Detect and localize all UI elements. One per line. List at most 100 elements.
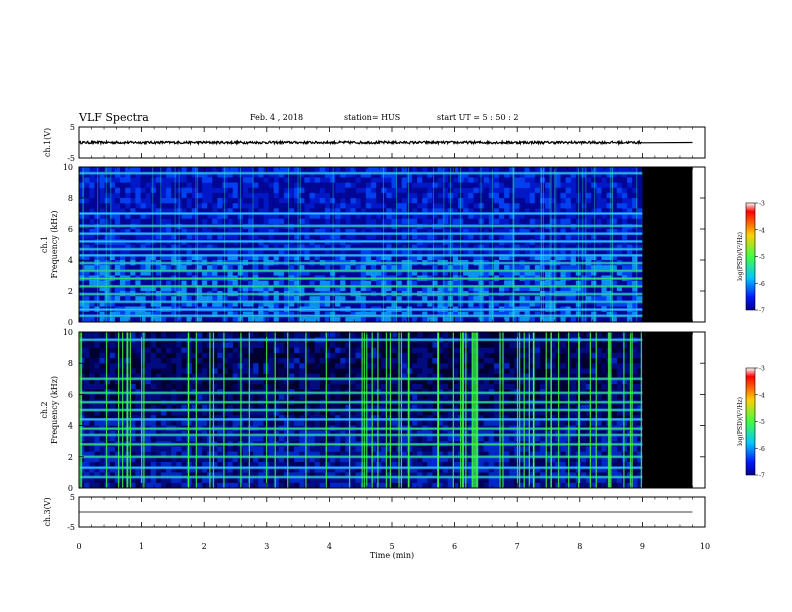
noise-cell	[417, 420, 423, 426]
noise-cell	[278, 378, 285, 385]
noise-cell	[171, 332, 177, 338]
noise-cell	[319, 198, 326, 204]
noise-cell	[539, 177, 546, 183]
noise-cell	[283, 477, 290, 484]
noise-cell	[478, 430, 484, 437]
noise-cell	[176, 430, 182, 437]
noise-cell	[217, 430, 223, 437]
noise-cell	[145, 270, 152, 276]
noise-cell	[294, 368, 300, 374]
noise-cell	[299, 436, 305, 442]
noise-cell	[370, 378, 377, 385]
noise-cell	[483, 436, 490, 442]
noise-cell	[488, 358, 495, 364]
noise-cell	[125, 234, 131, 240]
noise-cell	[109, 363, 116, 369]
noise-cell	[104, 270, 111, 276]
noise-cell	[437, 296, 443, 302]
noise-cell	[432, 192, 438, 199]
noise-cell	[432, 296, 438, 302]
noise-cell	[248, 301, 254, 307]
noise-cell	[386, 285, 392, 292]
noise-cell	[447, 254, 454, 261]
noise-cell	[504, 254, 510, 261]
noise-cell	[104, 172, 111, 178]
noise-cell	[299, 213, 305, 219]
noise-cell	[273, 198, 280, 204]
noise-cell	[555, 265, 561, 271]
noise-cell	[519, 270, 525, 276]
noise-cell	[171, 342, 177, 348]
noise-cell	[212, 404, 218, 411]
noise-cell	[212, 472, 218, 478]
noise-cell	[145, 410, 152, 416]
noise-cell	[442, 456, 449, 463]
noise-cell	[365, 477, 372, 484]
noise-cell	[360, 177, 367, 183]
noise-cell	[452, 198, 459, 204]
noise-cell	[278, 187, 285, 194]
noise-cell	[283, 415, 290, 421]
date-label: Feb. 4 , 2018	[250, 113, 304, 122]
noise-cell	[150, 296, 157, 302]
noise-cell	[217, 249, 223, 256]
noise-cell	[84, 347, 90, 354]
noise-cell	[135, 332, 141, 338]
noise-cell	[319, 167, 326, 173]
noise-cell	[447, 301, 454, 307]
noise-cell	[99, 203, 105, 209]
noise-cell	[376, 482, 382, 489]
noise-cell	[150, 198, 157, 204]
noise-cell	[550, 301, 556, 307]
noise-cell	[253, 285, 259, 292]
noise-cell	[329, 316, 336, 323]
noise-cell	[99, 229, 105, 235]
noise-cell	[381, 244, 387, 250]
noise-cell	[314, 249, 321, 256]
noise-cell	[248, 410, 254, 416]
noise-cell	[114, 482, 121, 489]
noise-cell	[350, 270, 356, 276]
noise-cell	[294, 467, 300, 473]
noise-cell	[478, 415, 484, 421]
noise-cell	[299, 192, 305, 199]
noise-cell	[227, 187, 233, 194]
noise-cell	[391, 316, 397, 323]
noise-cell	[411, 384, 418, 390]
noise-cell	[417, 462, 423, 468]
noise-cell	[458, 301, 464, 307]
noise-cell	[309, 254, 315, 261]
noise-cell	[166, 451, 172, 458]
noise-cell	[381, 285, 387, 292]
noise-cell	[355, 270, 361, 276]
noise-cell	[166, 472, 172, 478]
noise-cell	[89, 384, 95, 390]
noise-cell	[278, 167, 285, 173]
noise-cell	[411, 482, 418, 489]
noise-cell	[437, 208, 443, 214]
noise-cell	[125, 270, 131, 276]
noise-cell	[314, 404, 321, 411]
noise-cell	[442, 363, 449, 369]
noise-cell	[355, 172, 361, 178]
noise-cell	[422, 285, 428, 292]
noise-cell	[222, 477, 228, 484]
noise-cell	[125, 265, 131, 271]
noise-cell	[114, 187, 121, 194]
noise-cell	[340, 472, 346, 478]
noise-cell	[232, 203, 239, 209]
noise-cell	[263, 249, 269, 256]
noise-cell	[340, 280, 346, 287]
noise-cell	[191, 285, 198, 292]
noise-cell	[432, 347, 438, 354]
noise-cell	[299, 415, 305, 421]
noise-cell	[304, 373, 310, 380]
noise-cell	[447, 456, 454, 463]
noise-cell	[319, 358, 326, 364]
noise-cell	[278, 296, 285, 302]
noise-cell	[114, 172, 121, 178]
noise-cell	[417, 358, 423, 364]
noise-cell	[417, 394, 423, 400]
noise-cell	[319, 218, 326, 225]
noise-cell	[355, 332, 361, 338]
